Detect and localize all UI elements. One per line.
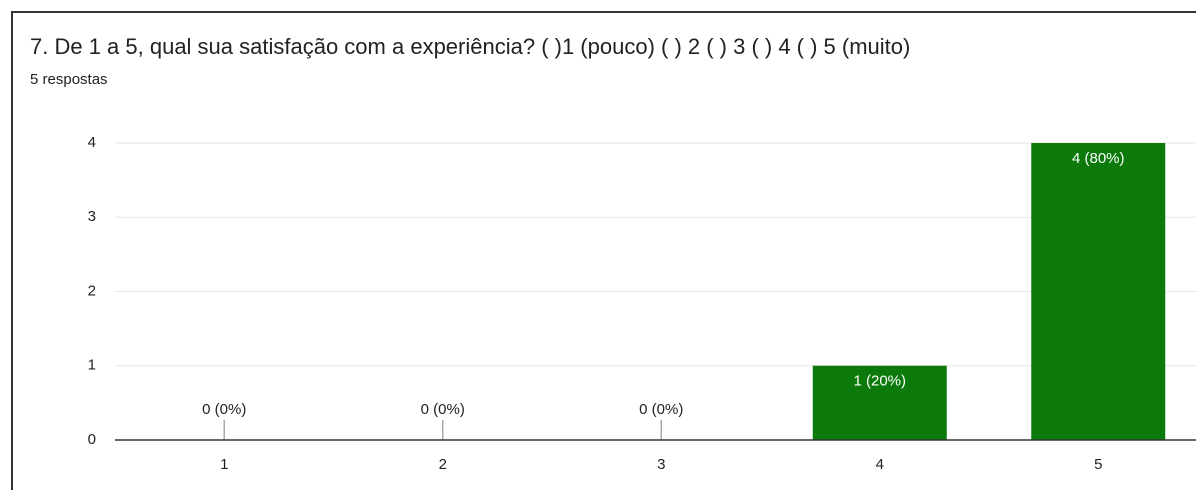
x-tick-label: 4 xyxy=(876,456,884,473)
y-tick-label: 4 xyxy=(88,134,96,151)
x-tick-label: 5 xyxy=(1094,456,1102,473)
x-tick-label: 2 xyxy=(439,456,447,473)
value-label: 4 (80%) xyxy=(1072,150,1125,167)
bar xyxy=(812,365,947,440)
y-tick-label: 2 xyxy=(88,282,96,299)
frame xyxy=(11,11,1196,490)
chart-subtitle: 5 respostas xyxy=(30,71,108,88)
y-tick-label: 1 xyxy=(88,357,96,374)
chart-title: 7. De 1 a 5, qual sua satisfação com a e… xyxy=(30,34,910,59)
x-tick-label: 1 xyxy=(220,456,228,473)
value-label: 1 (20%) xyxy=(853,373,906,390)
value-label: 0 (0%) xyxy=(421,401,465,418)
x-tick-label: 3 xyxy=(657,456,665,473)
value-label: 0 (0%) xyxy=(639,401,683,418)
value-label: 0 (0%) xyxy=(202,401,246,418)
bar xyxy=(1031,143,1166,440)
y-tick-label: 0 xyxy=(88,431,96,448)
y-tick-label: 3 xyxy=(88,208,96,225)
